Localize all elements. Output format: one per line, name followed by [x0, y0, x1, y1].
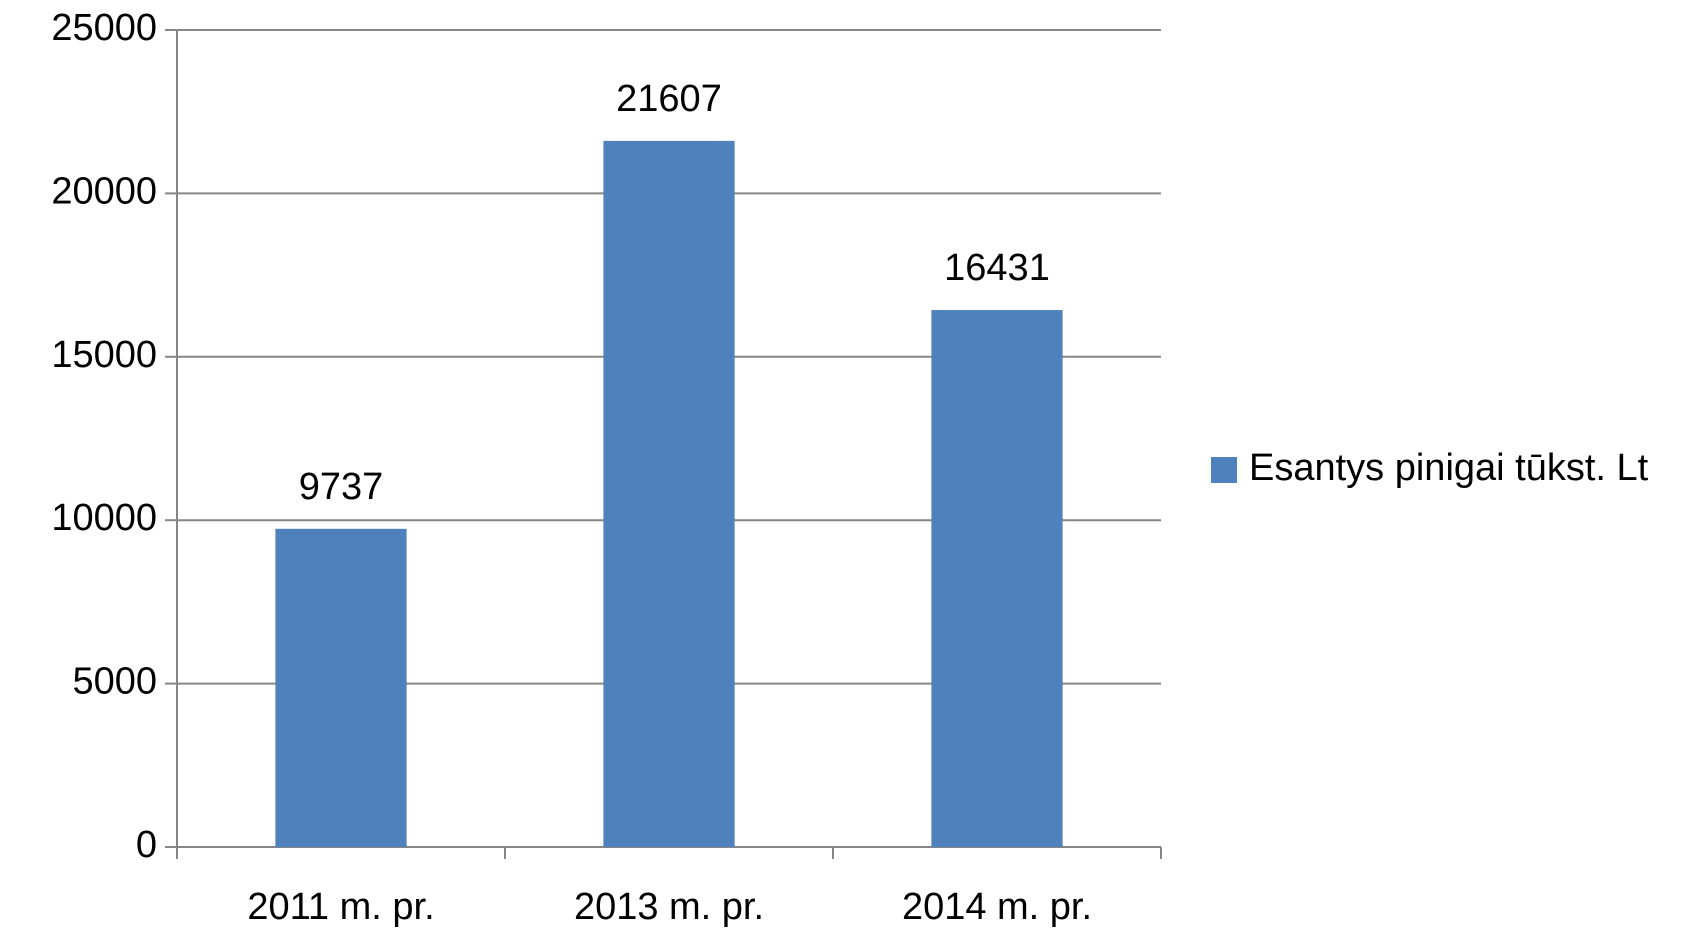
data-label: 9737 [299, 466, 384, 508]
legend-label: Esantys pinigai tūkst. Lt [1249, 447, 1649, 489]
y-tick-label: 0 [136, 824, 157, 866]
x-tick-label: 2013 m. pr. [574, 886, 764, 928]
data-label: 21607 [616, 78, 722, 120]
y-tick-label: 25000 [51, 7, 157, 49]
y-tick-label: 20000 [51, 170, 157, 212]
data-label: 16431 [944, 247, 1050, 289]
y-tick-label: 5000 [72, 661, 157, 703]
y-tick-label: 10000 [51, 497, 157, 539]
legend-swatch [1211, 457, 1237, 483]
x-tick-label: 2014 m. pr. [902, 886, 1092, 928]
bar [931, 310, 1063, 847]
y-tick-label: 15000 [51, 334, 157, 376]
x-tick-label: 2011 m. pr. [247, 886, 434, 928]
bar [603, 140, 735, 847]
bar [275, 528, 407, 847]
